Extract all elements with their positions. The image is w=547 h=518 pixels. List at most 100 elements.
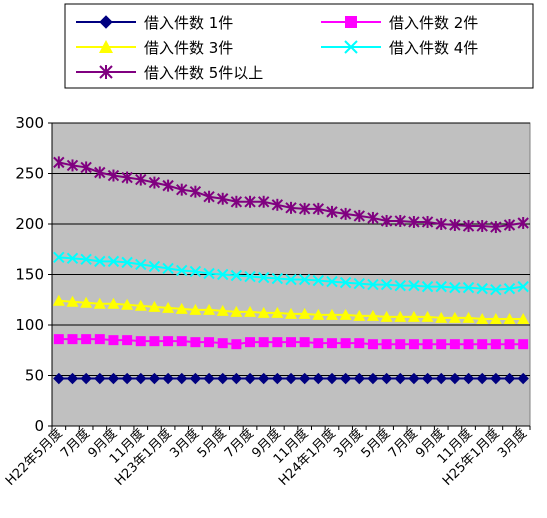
legend-item-4: 借入件数 4件 [321,39,478,57]
data-point [517,216,529,229]
data-point [107,169,120,182]
data-point [490,372,502,385]
data-point [230,372,243,385]
data-point [421,310,434,322]
data-point [66,252,79,265]
data-point [122,335,133,346]
data-point [325,308,338,320]
data-point [271,306,284,318]
data-point [94,372,106,385]
data-point [422,339,433,350]
data-point [244,305,257,317]
data-point [230,195,243,208]
data-point [298,273,311,286]
data-point [298,372,311,385]
data-point [244,372,256,385]
data-point [148,260,161,273]
data-point [67,334,78,345]
data-point [298,202,311,215]
y-tick-label: 300 [15,114,44,132]
data-point [148,176,161,189]
data-point [52,294,65,306]
legend-marker [345,16,357,28]
legend-marker [99,65,113,79]
data-point [503,372,516,385]
data-point [66,159,79,172]
legend-label: 借入件数 5件以上 [144,64,263,82]
series-3 [52,294,530,324]
x-tick-label: 7月度 [57,426,93,462]
data-point [230,305,243,317]
data-point [107,255,120,268]
data-point [312,274,325,287]
data-point [285,372,297,385]
data-point [312,372,325,385]
data-point [230,269,243,282]
data-point [162,262,174,275]
data-point [231,339,242,350]
legend-marker [99,15,113,29]
data-point [53,334,64,345]
data-point [217,372,229,385]
data-point [449,281,461,294]
data-point [367,278,379,291]
data-point [66,372,79,385]
data-point [490,221,502,234]
x-tick-label: 7月度 [221,426,257,462]
data-point [217,338,228,349]
y-tick-label: 0 [34,417,44,435]
data-point [503,219,516,232]
data-point [353,277,365,290]
series-2 [53,334,529,350]
data-point [189,303,202,315]
x-tick-label: 3月度 [331,426,367,462]
data-point [244,270,256,283]
data-point [421,372,434,385]
data-point [421,280,434,293]
data-point [366,309,379,321]
data-point [257,195,270,208]
data-point [135,336,146,347]
data-point [380,278,393,291]
data-point [203,267,215,280]
legend-label: 借入件数 1件 [144,14,233,32]
data-point [462,372,475,385]
series-5 [53,156,529,234]
data-point [285,307,297,319]
data-point [408,215,420,228]
data-point [490,283,502,296]
data-point [176,183,188,196]
data-point [313,338,324,349]
x-tick-label: 3月度 [167,426,203,462]
data-point [121,171,133,184]
data-point [217,192,229,205]
data-point [217,268,229,281]
data-point [367,372,379,385]
data-point [162,179,174,192]
data-point [107,372,120,385]
data-point [258,337,269,348]
data-point [339,276,352,289]
data-point [121,256,133,269]
data-point [299,337,310,348]
data-point [436,339,447,350]
data-point [504,339,515,350]
data-point [449,372,461,385]
data-point [476,372,488,385]
data-point [407,310,420,322]
data-point [66,295,79,307]
data-point [449,219,461,232]
x-tick-label: 5月度 [358,426,394,462]
data-point [245,337,256,348]
data-point [449,339,460,350]
data-point [149,336,160,347]
legend-item-1: 借入件数 1件 [76,14,233,32]
data-point [339,372,352,385]
y-tick-label: 150 [15,266,44,284]
data-point [94,166,106,179]
data-point [285,273,297,286]
data-point [353,309,366,321]
data-point [448,311,461,323]
data-point [394,279,406,292]
